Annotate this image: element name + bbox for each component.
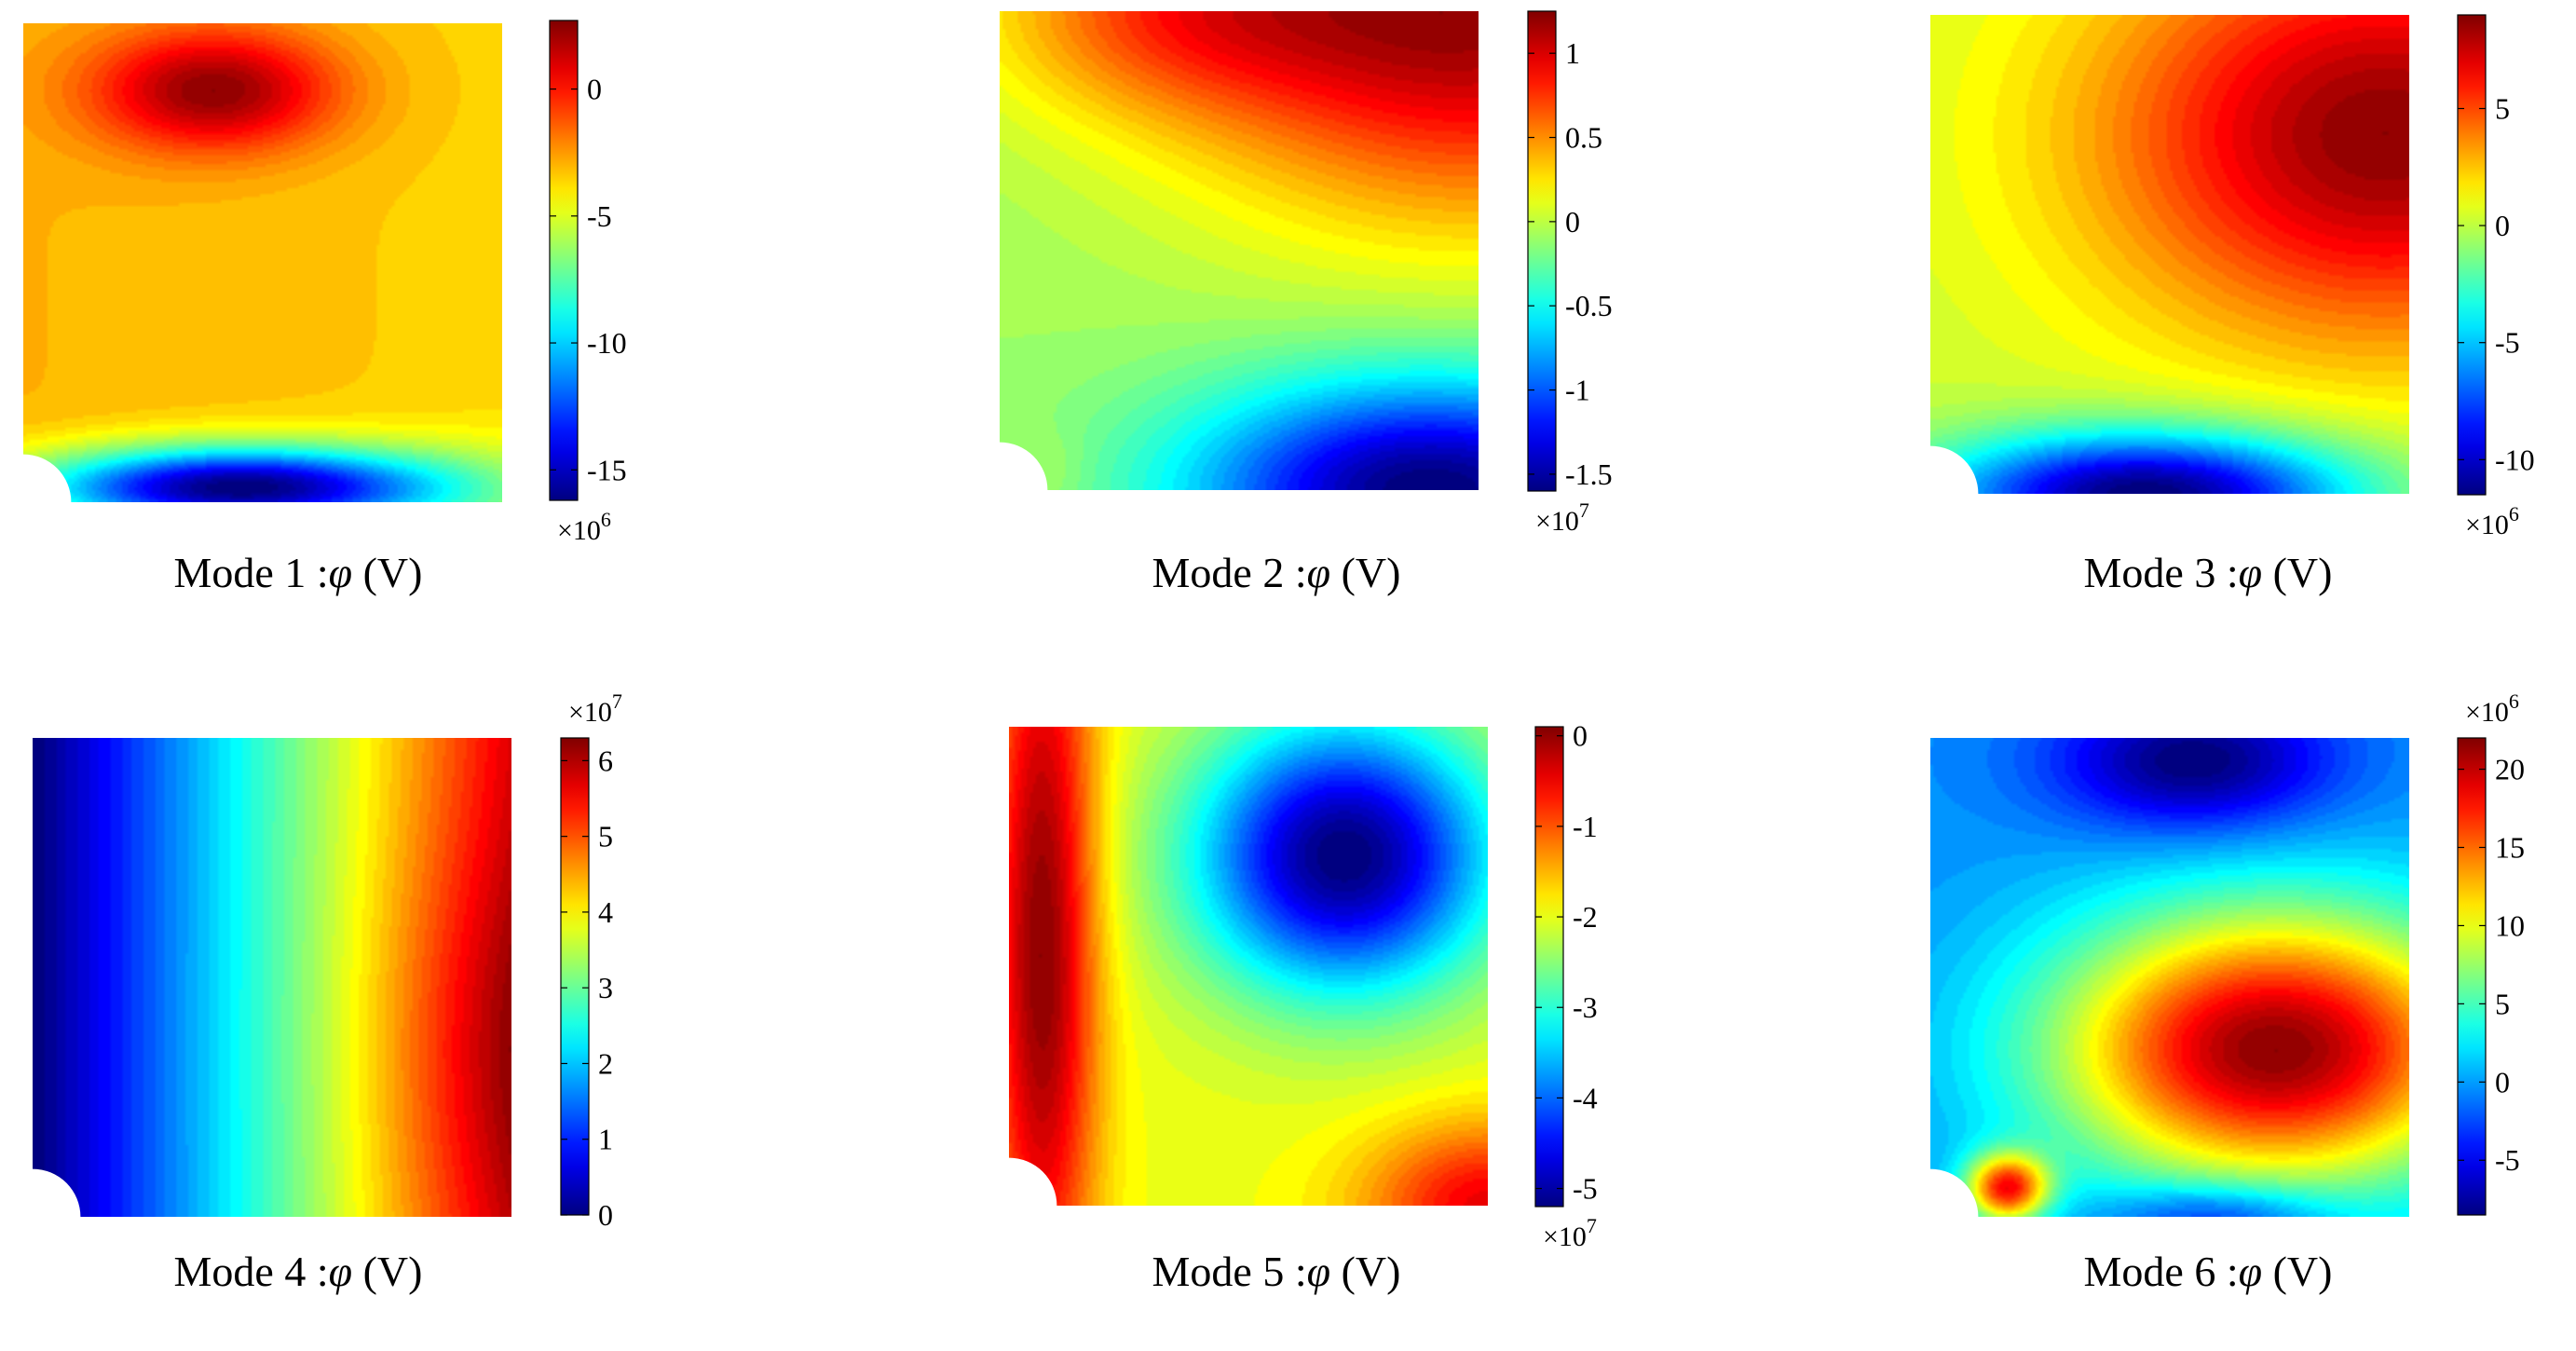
mode-3-caption: Mode 3 :φ (V)	[1882, 548, 2534, 597]
caption-symbol: φ	[2238, 1248, 2263, 1295]
mode-4-potential-field	[33, 738, 511, 1217]
caption-mode: Mode 1	[173, 549, 307, 596]
caption-symbol: φ	[1306, 1248, 1331, 1295]
mode-6-potential-field	[1930, 738, 2409, 1217]
colorbar-tick-label: 0	[2495, 209, 2510, 242]
mode-1-colorbar	[549, 20, 579, 501]
colorbar-tick-label: -15	[587, 453, 627, 486]
colorbar-tick-label: -5	[1573, 1172, 1598, 1206]
mode-3-panel: -10 -5 0 5 ×106	[1930, 14, 2535, 540]
caption-symbol: φ	[328, 1248, 353, 1295]
mode-2-caption: Mode 2 :φ (V)	[950, 548, 1602, 597]
colorbar-multiplier: ×106	[557, 508, 611, 546]
caption-mode: Mode 2	[1152, 549, 1285, 596]
caption-symbol: φ	[328, 549, 353, 596]
caption-unit: (V)	[2272, 549, 2333, 596]
caption-symbol: φ	[1306, 549, 1331, 596]
mode-5-potential-field	[1009, 727, 1488, 1206]
mode-1-potential-field	[23, 23, 502, 502]
colorbar-tick-label: -1	[1573, 810, 1598, 843]
caption-mode: Mode 5	[1152, 1248, 1285, 1295]
colorbar-tick-label: 1	[1565, 36, 1580, 70]
colorbar-tick-label: 1	[598, 1123, 613, 1156]
caption-sep: :	[1294, 549, 1307, 596]
mode-1-panel: -15 -10 -5 0 ×106	[23, 20, 627, 546]
colorbar-tick-label: -1.5	[1565, 457, 1613, 491]
caption-sep: :	[1294, 1248, 1307, 1295]
colorbar-tick-label: 6	[598, 744, 613, 777]
colorbar-multiplier: ×107	[1535, 498, 1589, 537]
mode-3-colorbar	[2457, 14, 2487, 496]
colorbar-tick-label: 4	[598, 895, 613, 929]
mode-4-caption: Mode 4 :φ (V)	[0, 1247, 624, 1296]
caption-sep: :	[2226, 1248, 2239, 1295]
colorbar-tick-label: -5	[2495, 1143, 2520, 1177]
caption-unit: (V)	[1341, 549, 1401, 596]
colorbar-tick-label: -10	[587, 326, 627, 360]
colorbar-multiplier: ×107	[1543, 1214, 1597, 1252]
colorbar-multiplier: ×107	[568, 689, 622, 728]
colorbar-tick-label: 5	[2495, 987, 2510, 1020]
mode-2-panel: -1.5 -1 -0.5 0 0.5 1 ×107	[1000, 10, 1613, 537]
colorbar-multiplier: ×106	[2465, 689, 2519, 728]
colorbar-tick-label: -3	[1573, 990, 1598, 1024]
colorbar-tick-label: 0	[587, 73, 602, 106]
caption-unit: (V)	[2272, 1248, 2333, 1295]
colorbar-tick-label: 3	[598, 971, 613, 1004]
mode-6-panel: -5 0 5 10 15 20 ×106	[1930, 689, 2525, 1217]
caption-sep: :	[2226, 549, 2239, 596]
caption-unit: (V)	[362, 549, 423, 596]
colorbar-tick-label: -5	[587, 199, 612, 233]
mode-4-colorbar	[560, 737, 590, 1216]
colorbar-tick-label: 0	[598, 1198, 613, 1232]
colorbar-tick-label: 5	[598, 820, 613, 853]
colorbar-tick-label: 0	[1573, 719, 1588, 753]
colorbar-tick-label: 0	[2495, 1065, 2510, 1099]
colorbar-tick-label: -5	[2495, 326, 2520, 360]
mode-2-colorbar	[1527, 10, 1557, 492]
caption-unit: (V)	[1341, 1248, 1401, 1295]
colorbar-tick-label: 0.5	[1565, 121, 1602, 155]
colorbar-tick-label: -1	[1565, 374, 1590, 407]
colorbar-tick-label: -10	[2495, 443, 2535, 476]
mode-6-caption: Mode 6 :φ (V)	[1882, 1247, 2534, 1296]
mode-6-colorbar	[2457, 737, 2487, 1216]
caption-sep: :	[316, 1248, 329, 1295]
caption-mode: Mode 4	[173, 1248, 307, 1295]
mode-5-colorbar	[1534, 726, 1564, 1208]
mode-5-panel: -5 -4 -3 -2 -1 0 ×107	[1009, 719, 1598, 1252]
colorbar-tick-label: -0.5	[1565, 289, 1613, 322]
caption-symbol: φ	[2238, 549, 2263, 596]
mode-2-potential-field	[1000, 11, 1479, 490]
caption-unit: (V)	[362, 1248, 423, 1295]
colorbar-tick-label: -2	[1573, 900, 1598, 934]
colorbar-tick-label: 15	[2495, 831, 2525, 865]
caption-mode: Mode 3	[2083, 549, 2216, 596]
colorbar-tick-label: 20	[2495, 753, 2525, 786]
mode-4-panel: 0 1 2 3 4 5 6 ×107	[33, 689, 622, 1232]
mode-1-caption: Mode 1 :φ (V)	[0, 548, 624, 597]
colorbar-multiplier: ×106	[2465, 502, 2519, 540]
caption-sep: :	[316, 549, 329, 596]
caption-mode: Mode 6	[2083, 1248, 2216, 1295]
colorbar-tick-label: 5	[2495, 91, 2510, 125]
colorbar-tick-label: 10	[2495, 908, 2525, 942]
mode-5-caption: Mode 5 :φ (V)	[950, 1247, 1602, 1296]
colorbar-tick-label: -4	[1573, 1081, 1598, 1114]
colorbar-tick-label: 2	[598, 1046, 613, 1080]
mode-3-potential-field	[1930, 15, 2409, 494]
colorbar-tick-label: 0	[1565, 205, 1580, 239]
